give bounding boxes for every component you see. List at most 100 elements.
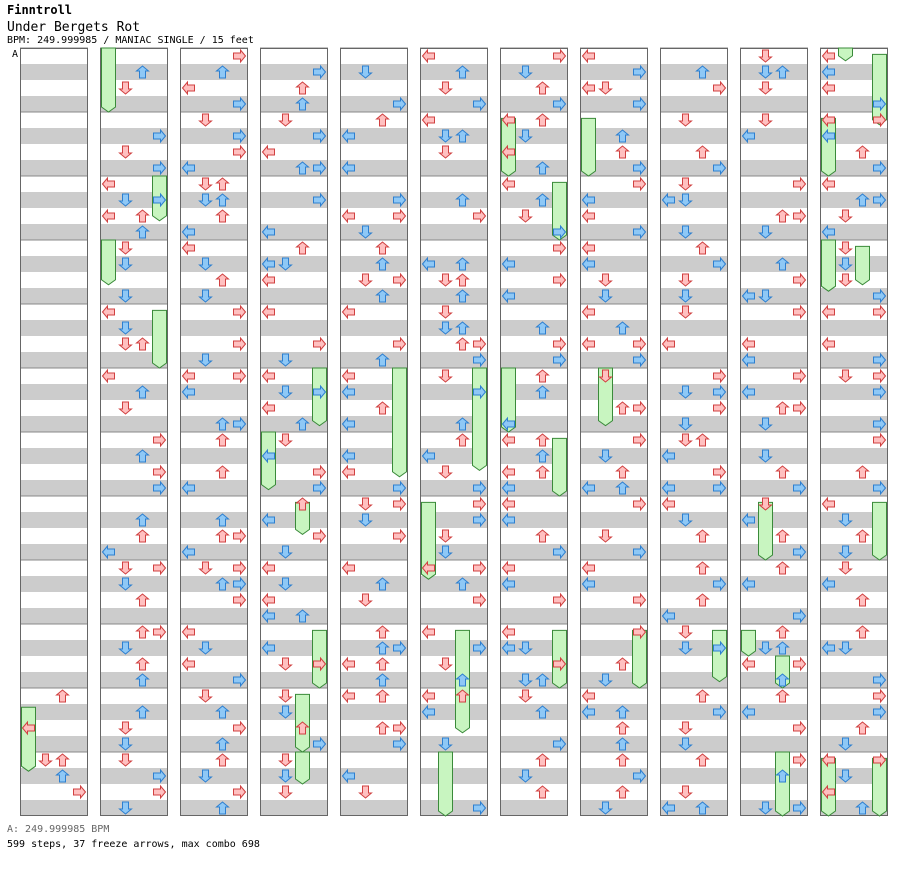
beat-stripe xyxy=(180,704,248,720)
beat-stripe xyxy=(340,576,408,592)
beat-stripe xyxy=(740,800,808,816)
freeze-arrow xyxy=(438,751,453,817)
beat-stripe xyxy=(580,448,648,464)
beat-stripe xyxy=(580,352,648,368)
beat-stripe xyxy=(820,800,888,816)
freeze-arrow xyxy=(472,367,487,472)
beat-stripe xyxy=(260,512,328,528)
freeze-arrow xyxy=(261,431,276,491)
beat-stripe xyxy=(180,736,248,752)
beat-stripe xyxy=(420,160,488,176)
freeze-arrow xyxy=(21,706,36,772)
beat-stripe xyxy=(500,288,568,304)
beat-stripe xyxy=(660,64,728,80)
beat-stripe xyxy=(260,160,328,176)
chart-column xyxy=(820,47,888,816)
column-border xyxy=(500,48,568,816)
beat-stripe xyxy=(100,96,168,112)
beat-stripe xyxy=(500,608,568,624)
beat-stripe xyxy=(260,128,328,144)
beat-stripe xyxy=(260,192,328,208)
beat-stripe xyxy=(20,128,88,144)
beat-stripe xyxy=(260,320,328,336)
beat-stripe xyxy=(420,672,488,688)
beat-stripe xyxy=(660,160,728,176)
beat-stripe xyxy=(500,320,568,336)
beat-stripe xyxy=(580,512,648,528)
beat-stripe xyxy=(420,384,488,400)
beat-stripe xyxy=(100,512,168,528)
beat-stripe xyxy=(180,64,248,80)
beat-stripe xyxy=(420,768,488,784)
chart-column xyxy=(740,47,808,816)
beat-stripe xyxy=(100,768,168,784)
beat-stripe xyxy=(20,768,88,784)
beat-stripe xyxy=(500,64,568,80)
beat-stripe xyxy=(580,256,648,272)
beat-stripe xyxy=(500,768,568,784)
beat-stripe xyxy=(820,576,888,592)
beat-stripe xyxy=(260,480,328,496)
beat-stripe xyxy=(100,704,168,720)
beat-stripe xyxy=(500,480,568,496)
beat-stripe xyxy=(420,64,488,80)
beat-stripe xyxy=(500,384,568,400)
beat-stripe xyxy=(580,416,648,432)
beat-stripe xyxy=(20,672,88,688)
beat-stripe xyxy=(740,768,808,784)
beat-stripe xyxy=(500,512,568,528)
beat-stripe xyxy=(180,448,248,464)
beat-stripe xyxy=(260,800,328,816)
beat-stripe xyxy=(820,416,888,432)
beat-stripe xyxy=(660,96,728,112)
beat-stripe xyxy=(180,800,248,816)
beat-stripe xyxy=(820,256,888,272)
beat-stripe xyxy=(260,672,328,688)
beat-stripe xyxy=(180,768,248,784)
column-border xyxy=(420,48,488,816)
beat-stripe xyxy=(20,416,88,432)
beat-stripe xyxy=(660,352,728,368)
beat-stripe xyxy=(20,192,88,208)
beat-stripe xyxy=(580,288,648,304)
beat-stripe xyxy=(100,256,168,272)
beat-stripe xyxy=(820,64,888,80)
beat-stripe xyxy=(740,512,808,528)
beat-stripe xyxy=(180,224,248,240)
beat-stripe xyxy=(340,384,408,400)
beat-stripe xyxy=(580,800,648,816)
beat-stripe xyxy=(420,512,488,528)
chart-column xyxy=(580,47,648,816)
beat-stripe xyxy=(180,96,248,112)
beat-stripe xyxy=(100,384,168,400)
beat-stripe xyxy=(180,640,248,656)
beat-stripe xyxy=(100,800,168,816)
beat-stripe xyxy=(820,224,888,240)
beat-stripe xyxy=(660,608,728,624)
beat-stripe xyxy=(340,64,408,80)
column-border xyxy=(180,48,248,816)
beat-stripe xyxy=(100,128,168,144)
beat-stripe xyxy=(500,544,568,560)
beat-stripe xyxy=(340,160,408,176)
beat-stripe xyxy=(500,192,568,208)
beat-stripe xyxy=(740,352,808,368)
beat-stripe xyxy=(660,256,728,272)
freeze-arrow xyxy=(152,309,167,369)
beat-stripe xyxy=(500,416,568,432)
beat-stripe xyxy=(660,544,728,560)
beat-stripe xyxy=(180,352,248,368)
freeze-arrow xyxy=(855,245,870,286)
beat-stripe xyxy=(340,736,408,752)
beat-stripe xyxy=(20,384,88,400)
freeze-arrow xyxy=(758,501,773,561)
beat-stripe xyxy=(660,480,728,496)
beat-stripe xyxy=(20,256,88,272)
beat-stripe xyxy=(420,352,488,368)
beat-stripe xyxy=(580,576,648,592)
beat-stripe xyxy=(340,608,408,624)
beat-stripe xyxy=(100,608,168,624)
beat-stripe xyxy=(180,672,248,688)
beat-stripe xyxy=(340,256,408,272)
beat-stripe xyxy=(260,640,328,656)
